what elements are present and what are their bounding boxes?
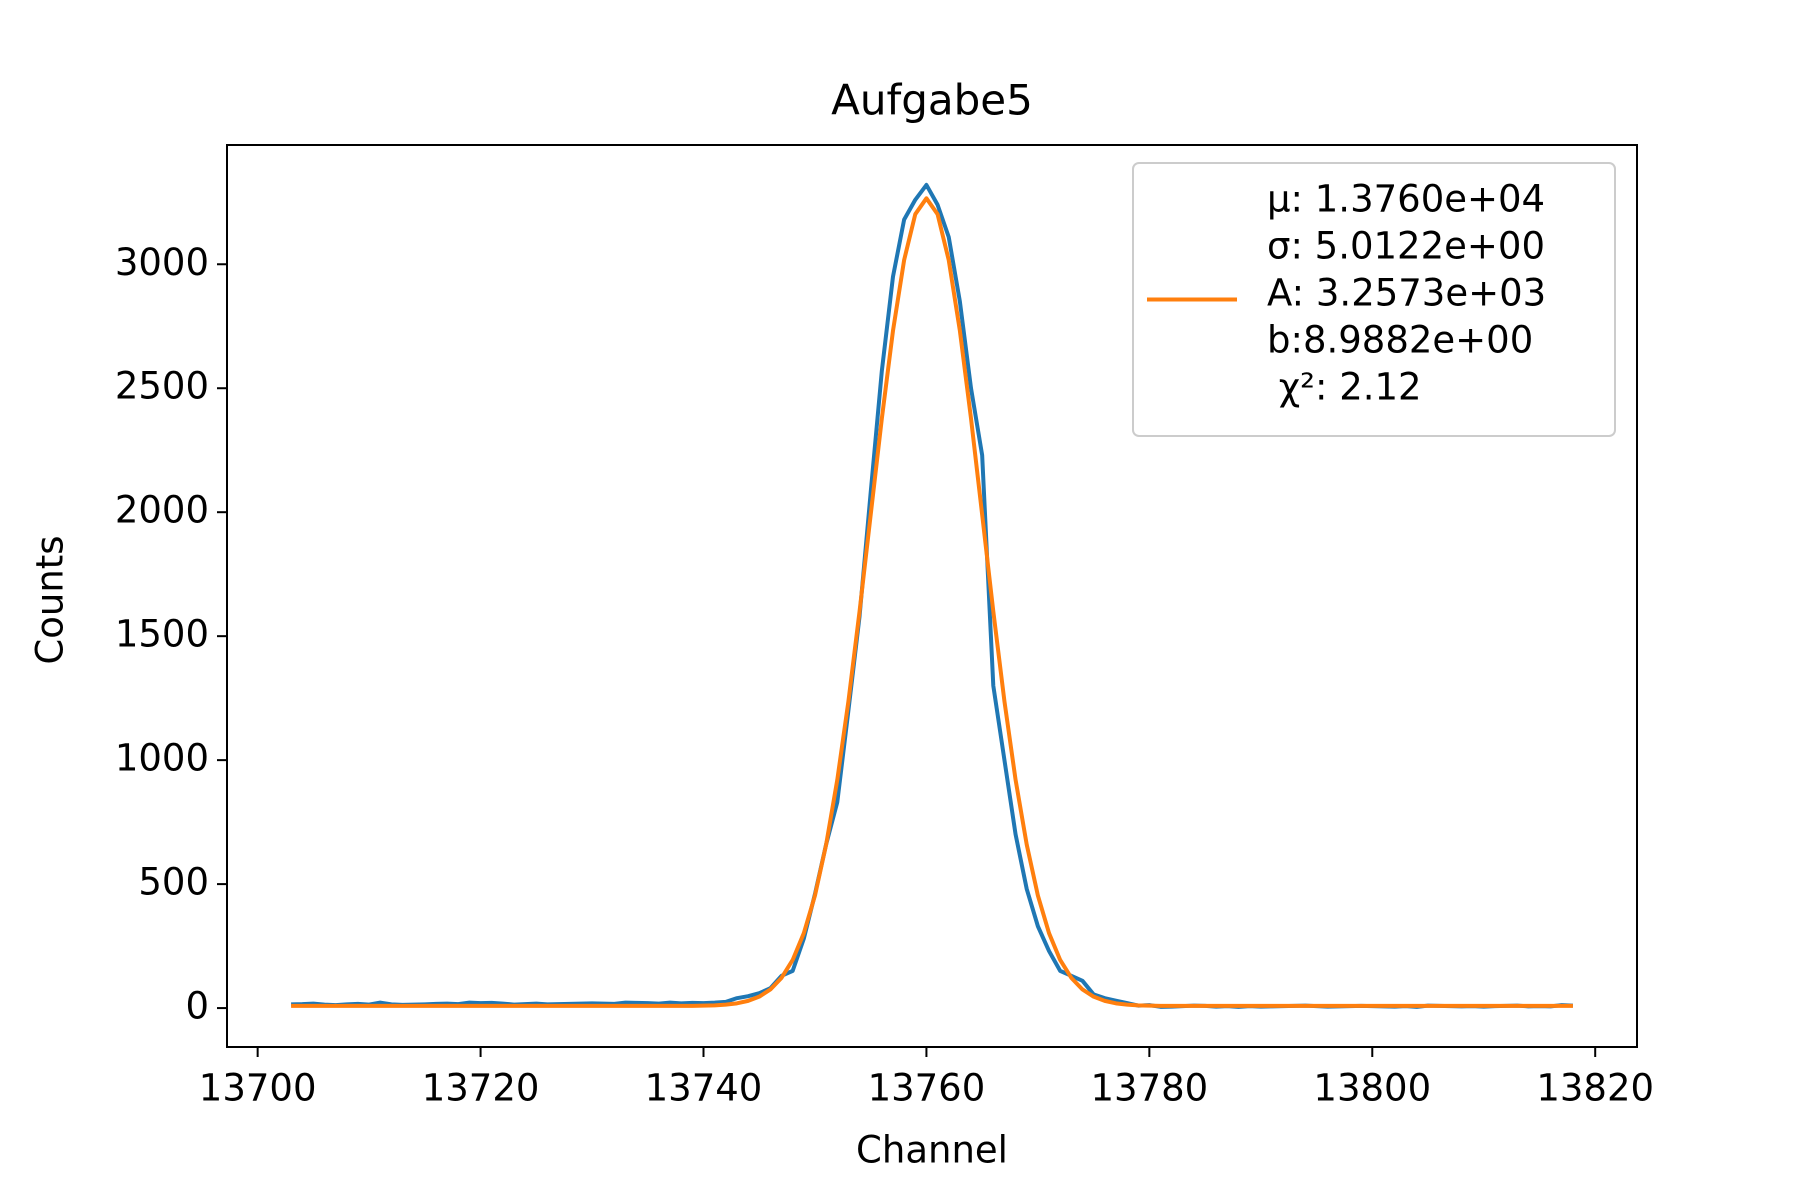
x-tick-label: 13720 bbox=[422, 1067, 540, 1110]
y-tick-label: 0 bbox=[185, 985, 209, 1028]
x-tick-label: 13800 bbox=[1313, 1067, 1431, 1110]
legend-label: χ²: 2.12 bbox=[1267, 366, 1422, 409]
legend-label: σ: 5.0122e+00 bbox=[1267, 225, 1545, 268]
y-tick-label: 1000 bbox=[115, 737, 209, 780]
legend-label: μ: 1.3760e+04 bbox=[1267, 178, 1545, 221]
y-axis-label: Counts bbox=[29, 535, 72, 664]
x-tick-label: 13780 bbox=[1091, 1067, 1209, 1110]
x-tick-label: 13760 bbox=[868, 1067, 986, 1110]
x-tick-label: 13820 bbox=[1536, 1067, 1654, 1110]
legend-box bbox=[1132, 162, 1616, 437]
y-tick-label: 3000 bbox=[115, 241, 209, 284]
data-line bbox=[291, 196, 1573, 1008]
axes-frame bbox=[226, 144, 1638, 1048]
legend-label: A: 3.2573e+03 bbox=[1267, 272, 1546, 315]
x-tick-label: 13700 bbox=[199, 1067, 317, 1110]
y-tick-label: 1500 bbox=[115, 613, 209, 656]
chart-title: Aufgabe5 bbox=[831, 76, 1033, 125]
legend-label: b:8.9882e+00 bbox=[1267, 319, 1533, 362]
y-tick-label: 2500 bbox=[115, 365, 209, 408]
x-tick-label: 13740 bbox=[645, 1067, 763, 1110]
y-tick-label: 500 bbox=[138, 861, 209, 904]
y-tick-label: 2000 bbox=[115, 489, 209, 532]
x-axis-label: Channel bbox=[856, 1129, 1008, 1172]
